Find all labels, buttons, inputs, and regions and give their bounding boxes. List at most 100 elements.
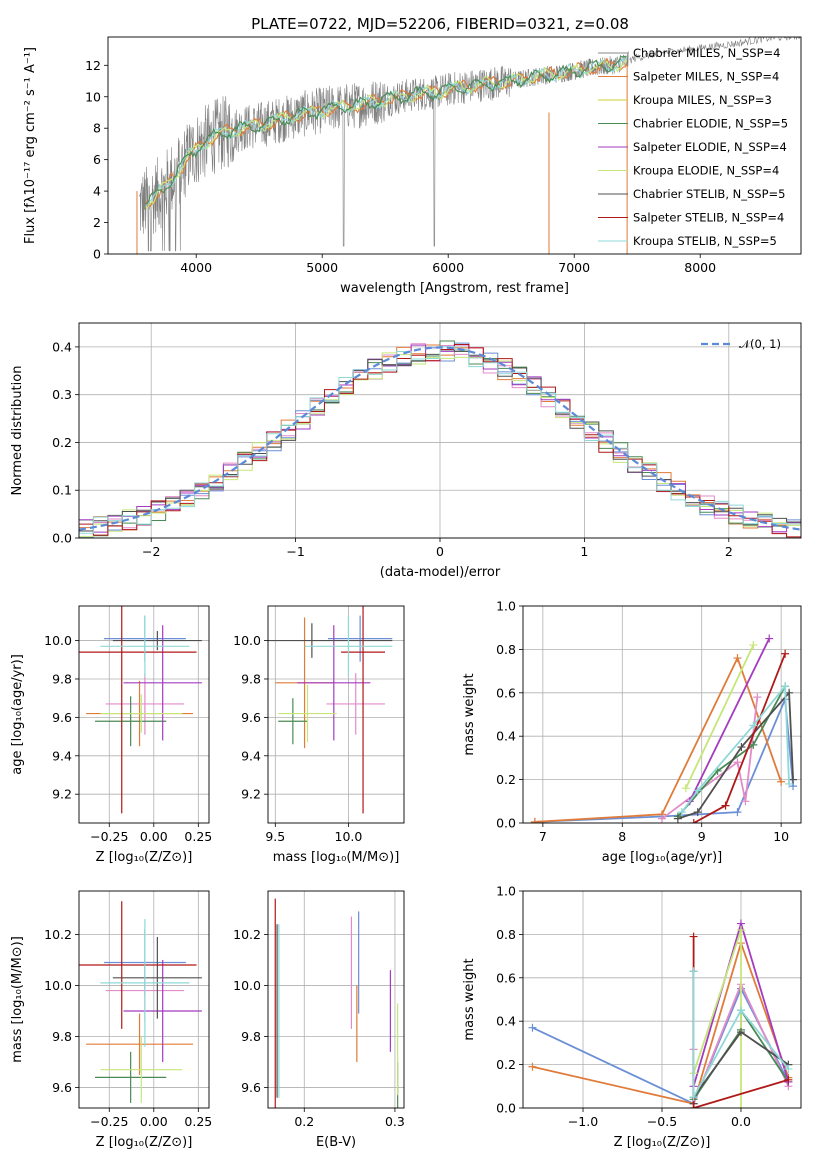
y-tick-label: 0.6 <box>496 685 516 700</box>
weight-marker <box>736 926 745 935</box>
plot-area <box>274 898 399 1108</box>
axes-frame <box>522 890 802 1109</box>
weight-marker <box>689 1093 698 1102</box>
y-tick-label: 9.6 <box>241 1080 261 1095</box>
x-tick-label: 0 <box>436 544 444 559</box>
axes-frame <box>78 605 210 824</box>
weight-marker <box>741 797 750 806</box>
axes-frame <box>267 890 405 1109</box>
weight-marker <box>673 814 682 823</box>
y-tick-label: 0.0 <box>496 816 516 831</box>
weight-marker <box>749 721 758 730</box>
y-tick-label: 0.8 <box>496 642 516 657</box>
y-tick-label: 0.2 <box>496 772 516 787</box>
x-tick-label: 7000 <box>558 260 590 275</box>
weight-marker <box>693 786 702 795</box>
y-axis-label: mass weight <box>462 673 477 755</box>
weight-series <box>692 971 790 1098</box>
x-tick-label: 8000 <box>684 260 716 275</box>
y-axis-label: Flux [fλ10⁻¹⁷ erg cm⁻² s⁻¹ A⁻¹] <box>23 47 38 244</box>
weight-series <box>688 638 771 802</box>
y-tick-label: 0.4 <box>52 339 72 354</box>
y-tick-label: 9.2 <box>52 787 72 802</box>
y-tick-label: 9.6 <box>52 1080 72 1095</box>
weight-marker <box>677 808 686 817</box>
plot-area <box>79 340 801 538</box>
x-tick-label: 7 <box>539 829 547 844</box>
y-tick-label: 0.0 <box>496 1101 516 1116</box>
weight-marker <box>528 1062 537 1071</box>
y-tick-label: 0.6 <box>496 970 516 985</box>
x-axis-label: wavelength [Angstrom, rest frame] <box>340 281 569 296</box>
weight-series <box>677 690 794 820</box>
weight-marker <box>789 775 798 784</box>
legend-entry: Chabrier STELIB, N_SSP=5 <box>633 187 785 201</box>
model-fit <box>145 58 627 211</box>
plot-area <box>136 37 801 254</box>
y-tick-label: 10.0 <box>44 633 72 648</box>
y-tick-label: 2 <box>93 215 101 230</box>
legend-entry: Kroupa STELIB, N_SSP=5 <box>633 234 777 248</box>
y-tick-label: 9.6 <box>241 710 261 725</box>
weight-marker <box>753 693 762 702</box>
x-tick-label: −0.5 <box>647 1114 677 1129</box>
y-tick-label: 0.8 <box>496 927 516 942</box>
axes-frame <box>78 890 210 1109</box>
weight-marker <box>733 758 742 767</box>
x-tick-label: 0.00 <box>140 1114 168 1129</box>
weight-marker <box>737 743 746 752</box>
plot-area <box>79 901 202 1103</box>
x-axis-label: E(B-V) <box>316 1135 356 1150</box>
y-tick-label: 0.2 <box>496 1057 516 1072</box>
x-tick-label: 6000 <box>432 260 464 275</box>
x-tick-label: 8 <box>618 829 626 844</box>
y-tick-label: 9.4 <box>52 748 72 763</box>
panel-spectrum: 4000 5000 6000 7000 8000 0 2 4 6 8 10 12 wavelength … <box>23 36 802 296</box>
y-tick-label: 10.2 <box>233 927 261 942</box>
weight-series <box>532 986 790 1105</box>
panel-age-vs-Z: −0.25 0.00 0.25 9.2 9.4 9.6 9.8 10.0 Z [log₁₀(Z/… <box>10 605 212 865</box>
panel-age-vs-mass: 9.5 10.0 9.2 9.4 9.6 9.8 10.0 mass [log₁₀(M/M⊙)… <box>233 605 405 865</box>
y-tick-label: 9.8 <box>52 1029 72 1044</box>
weight-marker <box>749 641 758 650</box>
y-axis-label: mass [log₁₀(M/M⊙)] <box>10 936 25 1063</box>
x-tick-label: 0.25 <box>184 829 212 844</box>
legend-entry: 𝒩(0, 1) <box>739 337 781 351</box>
weight-marker <box>785 688 794 697</box>
panels: 4000 5000 6000 7000 8000024681012wavelength … <box>10 36 802 1150</box>
normal-curve <box>79 346 801 531</box>
x-axis-label: Z [log₁₀(Z/Z⊙)] <box>96 1135 193 1150</box>
x-tick-label: 2 <box>725 544 733 559</box>
axes-frame <box>522 605 802 824</box>
x-tick-label: −0.25 <box>90 829 128 844</box>
y-tick-label: 10.0 <box>233 633 261 648</box>
weight-marker <box>658 814 666 823</box>
y-tick-label: 0.0 <box>52 531 72 546</box>
axes-frame <box>107 36 802 255</box>
y-tick-label: 0.3 <box>52 387 72 402</box>
legend-entry: Salpeter ELODIE, N_SSP=4 <box>633 140 787 154</box>
x-tick-label: 9 <box>698 829 706 844</box>
weight-marker <box>689 1104 698 1108</box>
model-fit <box>145 55 627 207</box>
panel-mass-vs-EBV: 0.2 0.3 9.6 9.8 10.0 10.2 E(B-V) <box>233 890 405 1150</box>
x-tick-label: 5000 <box>306 260 338 275</box>
legend-entry: Salpeter MILES, N_SSP=4 <box>633 70 779 84</box>
weight-marker <box>733 808 742 817</box>
x-tick-label: 0.2 <box>294 1114 314 1129</box>
legend-entry: Kroupa ELODIE, N_SSP=4 <box>633 164 779 178</box>
weight-marker <box>689 819 698 823</box>
panel-residuals: −2 −1 0 1 2 0.0 0.1 0.2 0.3 0.4 (data-model)/error… <box>10 322 802 580</box>
weight-marker <box>784 1075 793 1084</box>
x-tick-label: 9.5 <box>265 829 285 844</box>
y-tick-label: 0 <box>93 247 101 262</box>
y-tick-label: 8 <box>93 121 101 136</box>
weight-marker <box>693 808 702 817</box>
panel-weight-vs-age: 7 8 9 10 0.0 0.2 0.4 0.6 0.8 1.0 age [log₁₀(age/yr… <box>462 599 802 865</box>
x-tick-label: 1 <box>580 544 588 559</box>
y-tick-label: 6 <box>93 152 101 167</box>
y-tick-label: 9.6 <box>52 710 72 725</box>
panel-weight-vs-Z: −1.0 −0.5 0.0 0.0 0.2 0.4 0.6 0.8 1.0 Z [log₁₀(Z/… <box>462 884 802 1150</box>
y-tick-label: 9.8 <box>241 1029 261 1044</box>
